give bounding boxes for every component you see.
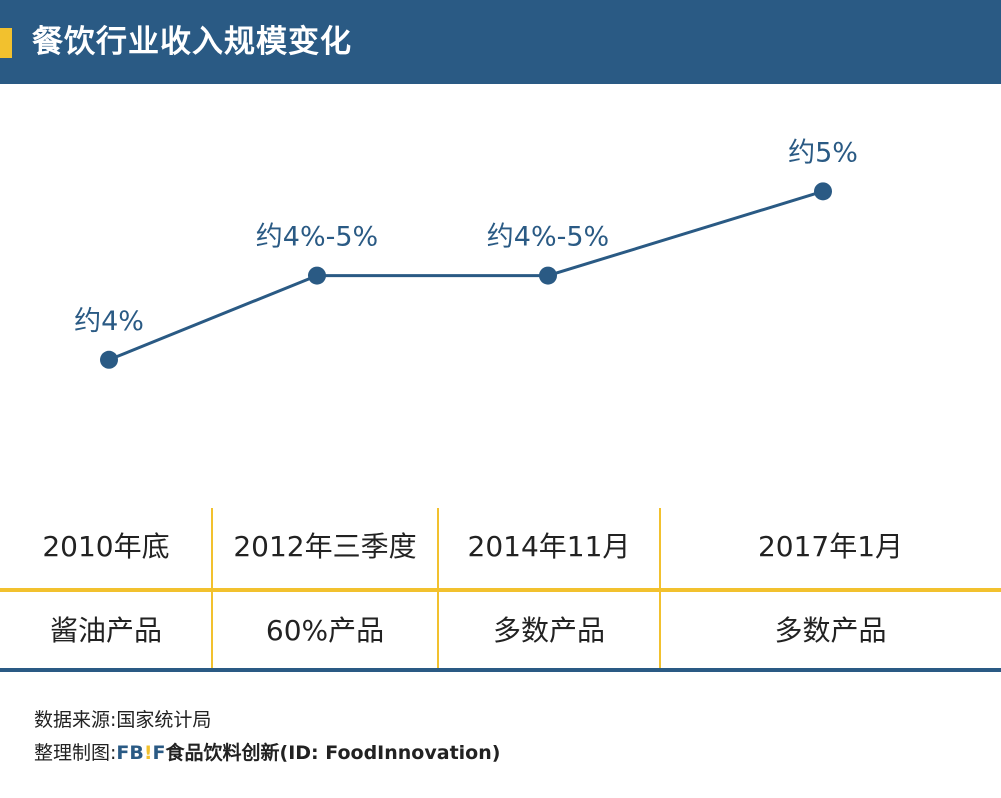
line-chart: 约4% 约4%-5% 约4%-5% 约5% (74, 137, 858, 369)
credit-note: 整理制图:FB!F食品饮料创新(ID: FoodInnovation) (34, 738, 500, 765)
table-column-divider (659, 508, 661, 668)
data-point (100, 350, 118, 369)
data-label: 约5% (788, 137, 858, 168)
data-point (814, 182, 832, 201)
table-cell: 2012年三季度 (233, 530, 417, 563)
credit-suffix: 食品饮料创新(ID: FoodInnovation) (165, 742, 501, 764)
table-cell: 60%产品 (265, 614, 385, 647)
data-label: 约4%-5% (256, 222, 378, 253)
header-accent (0, 28, 12, 58)
table-cell: 2014年11月 (467, 530, 631, 563)
data-label: 约4% (74, 306, 144, 337)
series-line (108, 189, 824, 362)
table-cell: 2017年1月 (757, 530, 904, 563)
table-row-period: 2010年底 2012年三季度 2014年11月 2017年1月 (0, 508, 1001, 586)
data-label: 约4%-5% (487, 222, 609, 253)
data-point (308, 266, 326, 285)
table-cell: 2010年底 (42, 530, 170, 563)
chart-title: 餐饮行业收入规模变化 (32, 24, 352, 60)
header-bar: 餐饮行业收入规模变化 (0, 0, 1001, 84)
credit-prefix: 整理制图: (34, 742, 117, 764)
table-row-product: 酱油产品 60%产品 多数产品 多数产品 (0, 592, 1001, 670)
table-cell: 多数产品 (492, 614, 605, 647)
table-column-divider (211, 508, 213, 668)
brand-logo: FB!F (116, 742, 166, 764)
table-cell: 酱油产品 (49, 614, 162, 647)
table-bottom-border (0, 668, 1001, 672)
source-note: 数据来源:国家统计局 (34, 709, 212, 731)
table-cell: 多数产品 (774, 614, 887, 647)
table-divider (0, 588, 1001, 592)
info-table: 2010年底 2012年三季度 2014年11月 2017年1月 酱油产品 60… (0, 508, 1001, 672)
table-column-divider (437, 508, 439, 668)
data-point (539, 266, 557, 285)
